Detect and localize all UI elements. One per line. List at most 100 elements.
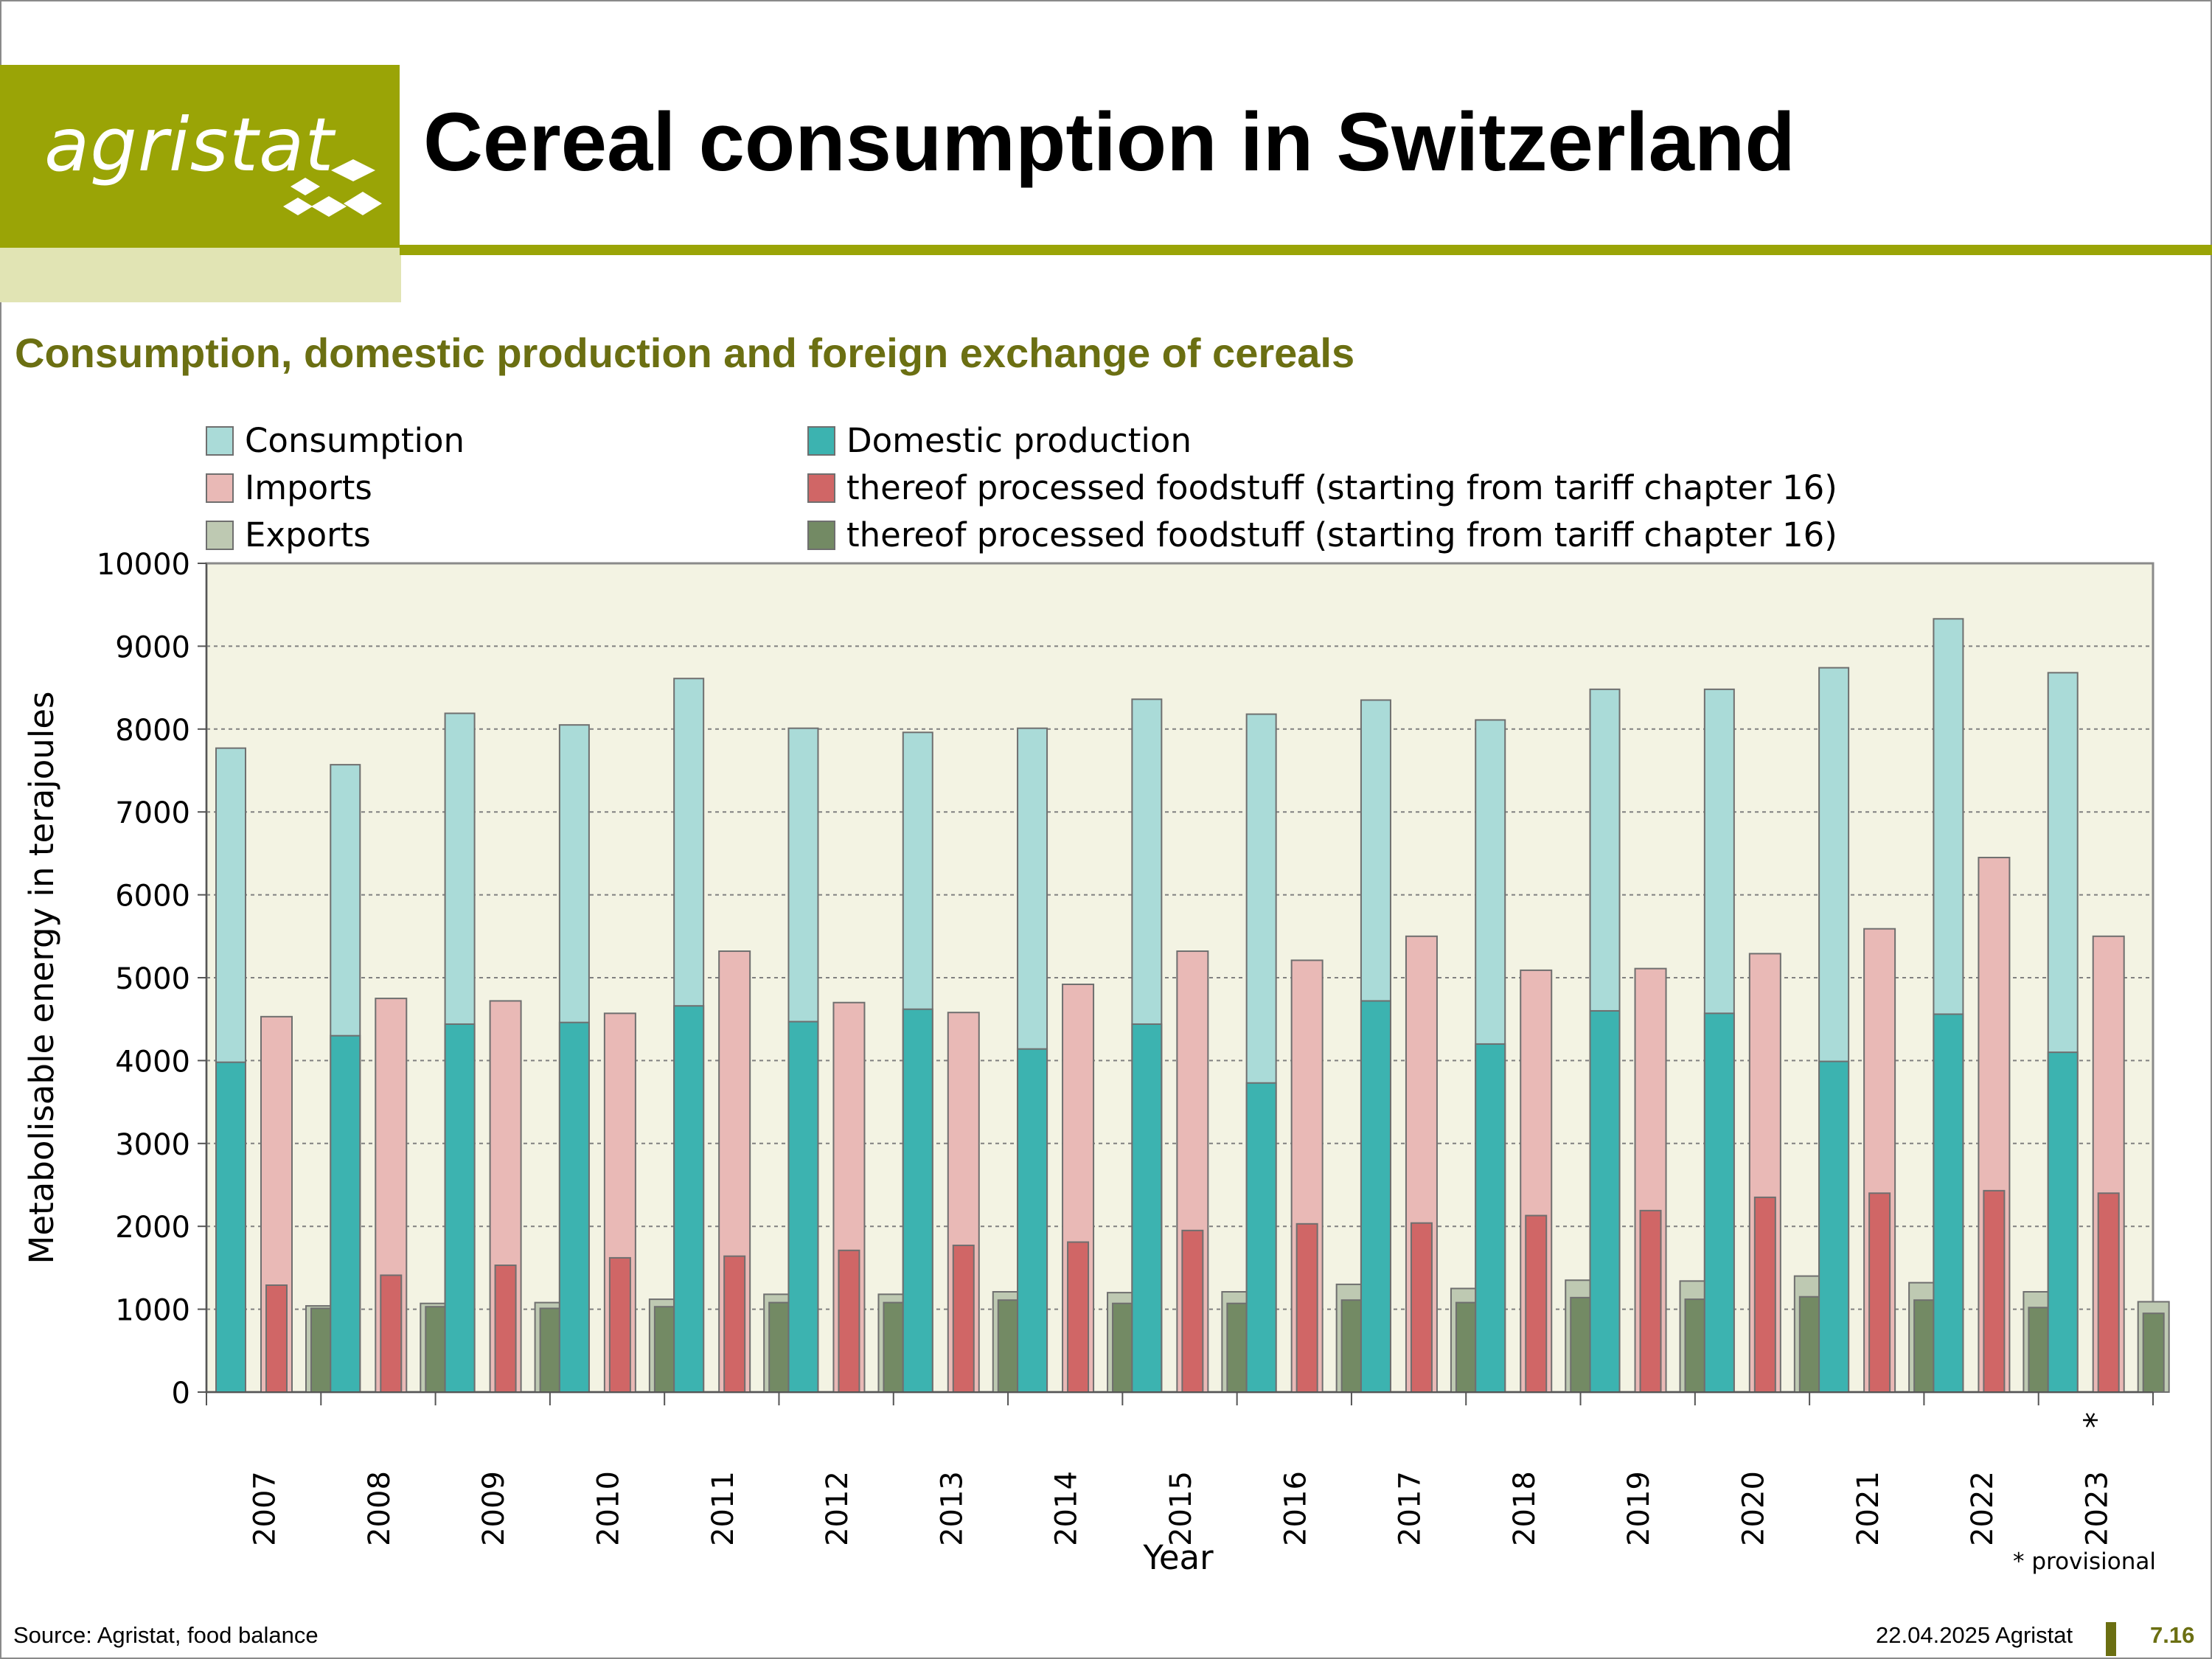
bar-exports-processed [997, 1299, 1020, 1393]
bar-imports-processed [1410, 1222, 1433, 1393]
bar-exports-processed [310, 1307, 333, 1393]
y-tick-label: 2000 [115, 1211, 190, 1245]
bar-imports-processed [380, 1274, 403, 1393]
y-tick-label: 5000 [115, 962, 190, 996]
bar-exports-processed [1570, 1296, 1593, 1394]
x-tick-label: 2015 [1164, 1471, 1198, 1546]
bar-domestic-production [1818, 1060, 1850, 1394]
bar-domestic-production [1475, 1043, 1506, 1394]
bar-imports-processed [2097, 1192, 2120, 1393]
legend-label: thereof processed foodstuff (starting fr… [846, 468, 1837, 507]
x-axis-label: Year [1142, 1538, 1214, 1577]
bar-exports-processed [768, 1301, 791, 1394]
y-tick-label: 3000 [115, 1128, 190, 1162]
x-tick-label: 2009 [477, 1471, 511, 1546]
legend-swatch [206, 473, 234, 503]
y-tick-label: 10000 [97, 548, 190, 582]
bar-exports-processed [1226, 1302, 1249, 1394]
bars [215, 618, 2170, 1394]
y-axis-label: Metabolisable energy in terajoules [22, 692, 61, 1265]
legend-swatch [807, 473, 835, 503]
agristat-logo-icon [283, 159, 382, 217]
bar-exports-processed [425, 1306, 448, 1394]
bar-imports-processed [1868, 1192, 1891, 1393]
provisional-note: * provisional [2013, 1548, 2156, 1575]
source-note: Source: Agristat, food balance [13, 1622, 319, 1648]
y-tick-label: 8000 [115, 714, 190, 748]
chart-legend: Consumption Imports Exports Domestic produc… [206, 421, 1837, 554]
x-tick-label: 2017 [1394, 1471, 1427, 1546]
bar-domestic-production [1589, 1009, 1621, 1393]
x-tick-label: 2016 [1279, 1471, 1312, 1546]
bar-exports-processed [883, 1301, 905, 1394]
x-tick-label: 2008 [363, 1471, 397, 1546]
x-tick-label: 2020 [1736, 1471, 1770, 1546]
y-tick-label: 0 [172, 1377, 190, 1411]
logo-underline [0, 248, 401, 302]
bar-domestic-production [1245, 1082, 1277, 1394]
y-tick-label: 6000 [115, 880, 190, 914]
bar-domestic-production [330, 1034, 361, 1394]
x-tick-label: 2007 [248, 1471, 282, 1546]
legend-label: Consumption [245, 421, 465, 460]
legend-swatch [807, 521, 835, 550]
x-tick-label: 2021 [1851, 1471, 1885, 1546]
bar-exports-processed [1455, 1301, 1478, 1394]
x-tick-label: 2018 [1508, 1471, 1542, 1546]
legend-label: Exports [245, 515, 371, 554]
provisional-mark: * [2077, 1412, 2115, 1428]
bar-exports-processed [1798, 1295, 1821, 1393]
y-tick-label: 9000 [115, 630, 190, 664]
axes: 0 1000 2000 3000 4000 5000 6000 7000 8000 9000 100… [97, 548, 2154, 1546]
bar-domestic-production [1933, 1013, 1964, 1394]
y-tick-label: 1000 [115, 1294, 190, 1328]
bar-domestic-production [673, 1005, 705, 1393]
bar-imports-processed [1295, 1222, 1318, 1393]
bar-exports-processed [653, 1306, 676, 1394]
bar-exports-processed [2142, 1312, 2165, 1393]
bar-exports-processed [1913, 1299, 1936, 1393]
bar-imports-processed [1983, 1189, 2006, 1394]
legend-label: Domestic production [846, 421, 1192, 460]
bar-domestic-production [1017, 1048, 1048, 1393]
legend-swatch [206, 521, 234, 550]
bar-domestic-production [787, 1020, 819, 1394]
x-tick-label: 2013 [935, 1471, 969, 1546]
legend-swatch [206, 426, 234, 456]
title-rule [400, 245, 2212, 255]
bar-exports-processed [1340, 1299, 1363, 1393]
bar-imports-processed [494, 1265, 517, 1393]
chart-title: Consumption, domestic production and for… [15, 330, 1355, 376]
x-tick-label: 2023 [2080, 1471, 2114, 1546]
x-tick-label: 2022 [1966, 1471, 2000, 1546]
footer-date: 22.04.2025 Agristat [1876, 1622, 2073, 1648]
bar-imports-processed [1525, 1214, 1548, 1394]
bar-domestic-production [444, 1023, 476, 1393]
bar-imports-processed [608, 1256, 631, 1393]
x-tick-label: 2011 [706, 1471, 740, 1546]
y-tick-label: 7000 [115, 796, 190, 830]
footer-divider [2106, 1622, 2116, 1656]
bar-domestic-production [2047, 1051, 2079, 1394]
bar-domestic-production [215, 1061, 246, 1393]
x-tick-label: 2019 [1622, 1471, 1656, 1546]
bar-imports-processed [265, 1284, 288, 1394]
bar-imports-processed [723, 1255, 746, 1393]
x-tick-label: 2012 [821, 1471, 855, 1546]
bar-domestic-production [1703, 1012, 1735, 1394]
bar-imports-processed [838, 1249, 860, 1394]
bar-imports-processed [952, 1245, 975, 1393]
bar-exports-processed [1112, 1302, 1135, 1394]
bar-domestic-production [1360, 1000, 1391, 1394]
bar-imports-processed [1181, 1229, 1204, 1393]
x-tick-label: 2014 [1050, 1471, 1084, 1546]
legend-label: thereof processed foodstuff (starting fr… [846, 515, 1837, 554]
bar-imports-processed [1753, 1196, 1776, 1393]
logo-text: agristat [44, 102, 335, 188]
page-number: 7.16 [2150, 1622, 2195, 1648]
bar-domestic-production [558, 1021, 590, 1394]
bar-exports-processed [539, 1307, 562, 1393]
bar-domestic-production [902, 1008, 933, 1394]
